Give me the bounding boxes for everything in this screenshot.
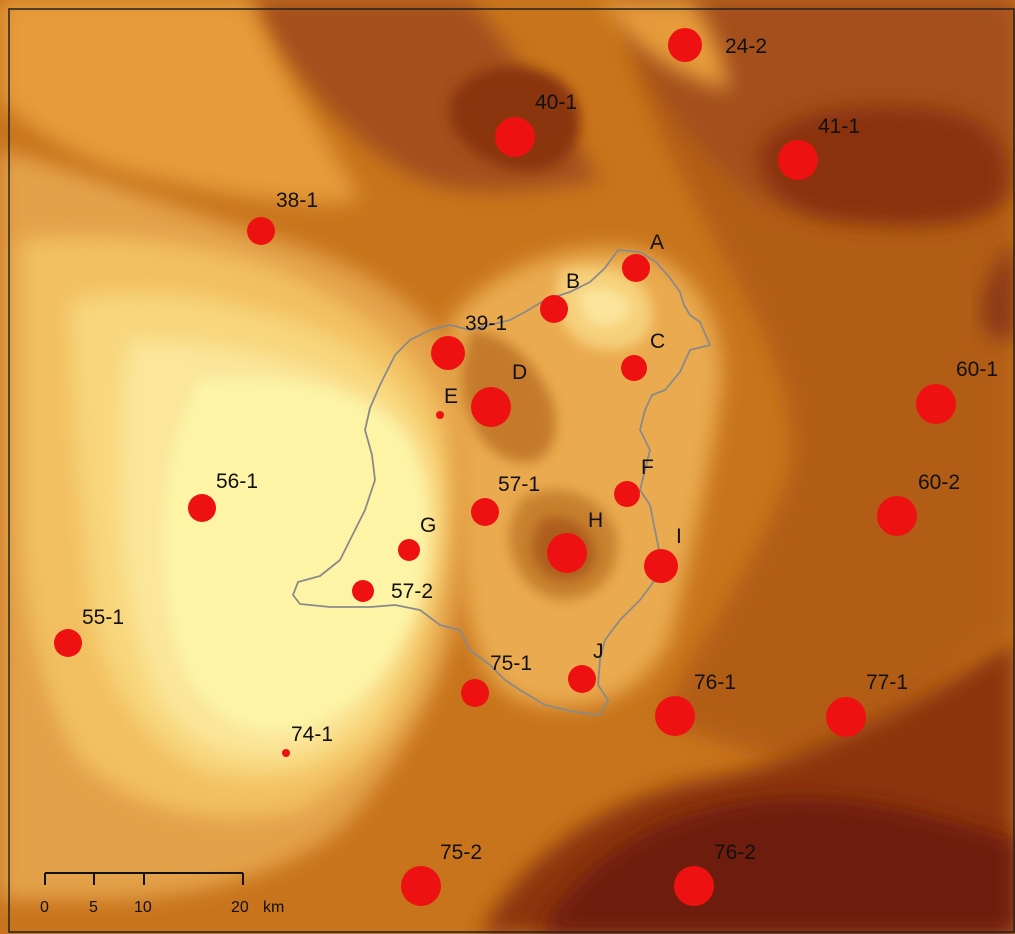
station-marker-d	[471, 387, 511, 427]
station-marker-41-1	[778, 140, 818, 180]
station-marker-75-2	[401, 866, 441, 906]
station-marker-j	[568, 665, 596, 693]
band-ridge-d	[461, 330, 556, 463]
station-label-60-1: 60-1	[956, 358, 998, 381]
band-west-palest	[163, 377, 426, 732]
station-marker-60-1	[916, 384, 956, 424]
station-marker-24-2	[668, 28, 702, 62]
station-marker-75-1	[461, 679, 489, 707]
station-label-77-1: 77-1	[866, 671, 908, 694]
station-marker-e	[436, 411, 444, 419]
station-label-24-2: 24-2	[725, 35, 767, 58]
station-label-74-1: 74-1	[291, 723, 333, 746]
station-marker-76-1	[655, 696, 695, 736]
station-label-a: A	[650, 231, 664, 254]
station-labels: 24-2 40-1 41-1 38-1 A B 39-1 C D E 60-1 56-1 57-1 F 60…	[82, 35, 998, 864]
station-marker-76-2	[674, 866, 714, 906]
station-label-76-2: 76-2	[714, 841, 756, 864]
station-marker-56-1	[188, 494, 216, 522]
station-label-56-1: 56-1	[216, 470, 258, 493]
station-marker-57-2	[352, 580, 374, 602]
band-east-corner	[981, 240, 1015, 340]
band-north-light	[0, 0, 730, 203]
station-label-40-1: 40-1	[535, 91, 577, 114]
scale-label-10: 10	[134, 899, 152, 916]
station-marker-c	[621, 355, 647, 381]
station-label-c: C	[650, 330, 665, 353]
station-marker-i	[644, 549, 678, 583]
station-label-55-1: 55-1	[82, 606, 124, 629]
station-marker-h	[547, 533, 587, 573]
band-center-palest	[579, 287, 631, 327]
station-label-57-2: 57-2	[391, 580, 433, 603]
station-label-f: F	[641, 456, 654, 479]
station-marker-38-1	[247, 217, 275, 245]
station-marker-57-1	[471, 498, 499, 526]
station-label-d: D	[512, 361, 527, 384]
station-label-e: E	[444, 385, 458, 408]
station-marker-f	[614, 481, 640, 507]
station-label-39-1: 39-1	[465, 312, 507, 335]
station-label-38-1: 38-1	[276, 189, 318, 212]
station-label-76-1: 76-1	[694, 671, 736, 694]
study-area-boundary	[292, 249, 711, 716]
station-marker-74-1	[282, 749, 290, 757]
station-marker-55-1	[54, 629, 82, 657]
station-marker-77-1	[826, 697, 866, 737]
station-label-b: B	[566, 270, 580, 293]
station-marker-60-2	[877, 496, 917, 536]
scale-label-0: 0	[40, 899, 49, 916]
band-south-darkest	[540, 798, 1015, 934]
band-peak-41-1	[759, 106, 1008, 226]
station-label-h: H	[588, 509, 603, 532]
station-label-75-1: 75-1	[490, 652, 532, 675]
station-markers	[54, 28, 956, 906]
station-label-j: J	[593, 640, 604, 663]
station-label-75-2: 75-2	[440, 841, 482, 864]
station-marker-g	[398, 539, 420, 561]
station-marker-a	[622, 254, 650, 282]
map-frame	[8, 8, 1015, 933]
scale-unit: km	[263, 899, 284, 916]
station-marker-40-1	[495, 117, 535, 157]
scale-label-20: 20	[231, 899, 249, 916]
station-label-i: I	[676, 525, 682, 548]
station-marker-39-1	[431, 336, 465, 370]
station-label-41-1: 41-1	[818, 115, 860, 138]
station-label-60-2: 60-2	[918, 471, 960, 494]
scale-bar: 0 5 10 20 km	[40, 872, 284, 916]
scale-label-5: 5	[89, 899, 98, 916]
station-label-g: G	[420, 514, 436, 537]
station-label-57-1: 57-1	[498, 473, 540, 496]
station-marker-b	[540, 295, 568, 323]
